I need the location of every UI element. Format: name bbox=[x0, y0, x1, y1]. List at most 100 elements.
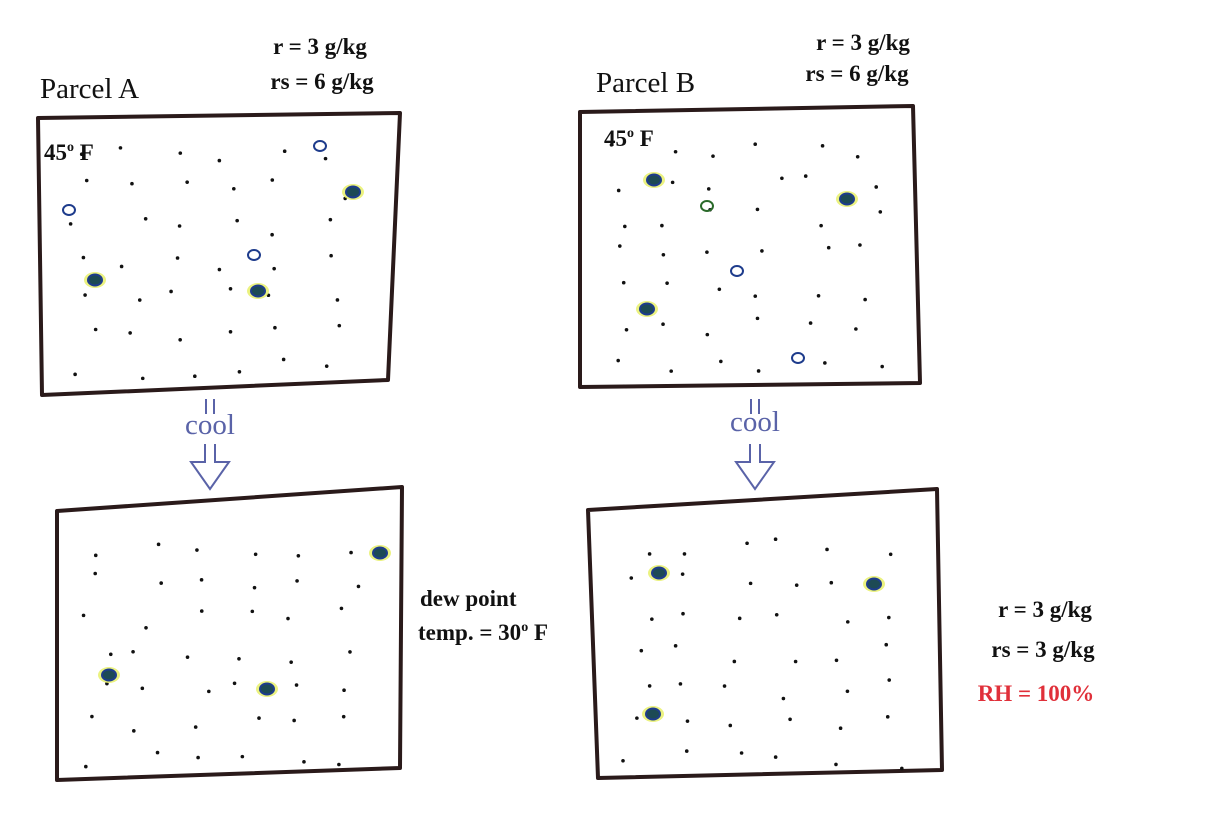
molecule-dot bbox=[337, 323, 342, 328]
molecule-dot bbox=[678, 682, 683, 686]
molecule-dot bbox=[670, 180, 675, 185]
molecule-dot bbox=[132, 729, 136, 733]
molecule-dot bbox=[650, 617, 654, 621]
molecule-dot bbox=[755, 316, 760, 321]
molecule-dot bbox=[773, 755, 778, 759]
molecule-dot bbox=[682, 552, 687, 556]
molecule-dot bbox=[93, 553, 98, 558]
temp-unit: F bbox=[634, 126, 654, 151]
molecule-dot bbox=[196, 755, 200, 760]
molecule-dot bbox=[794, 583, 799, 587]
molecule-dot bbox=[788, 717, 792, 722]
temp-degree: o bbox=[627, 126, 634, 141]
molecule-dot bbox=[681, 611, 685, 616]
molecule-dot bbox=[143, 216, 148, 221]
parcel-box bbox=[586, 487, 944, 780]
molecule-dot bbox=[706, 187, 711, 191]
molecule-dot bbox=[337, 762, 341, 767]
molecule-dot bbox=[140, 686, 145, 691]
droplet bbox=[345, 185, 361, 199]
molecule-dot bbox=[257, 716, 261, 720]
molecule-dot bbox=[665, 281, 669, 285]
molecule-dot bbox=[195, 548, 199, 552]
molecule-dot bbox=[83, 293, 87, 297]
mixing-ratio: r = 3 g/kg bbox=[273, 34, 367, 59]
vapor-molecule bbox=[730, 265, 744, 277]
molecule-dot bbox=[819, 223, 823, 228]
molecule-dot bbox=[705, 250, 709, 254]
cool-arrow bbox=[734, 444, 776, 491]
molecule-dot bbox=[177, 224, 182, 228]
molecule-dot bbox=[680, 572, 685, 576]
molecule-dot bbox=[660, 223, 664, 228]
vapor-molecule bbox=[313, 140, 327, 152]
molecule-dot bbox=[193, 725, 198, 729]
molecule-dot bbox=[885, 715, 890, 719]
molecule-dot bbox=[93, 571, 98, 576]
dew-point-value: temp. = 30o F bbox=[418, 620, 548, 645]
molecule-dot bbox=[144, 626, 148, 630]
molecule-dot bbox=[669, 369, 673, 373]
molecule-dot bbox=[240, 754, 245, 759]
parcel-box bbox=[36, 111, 402, 397]
molecule-dot bbox=[286, 616, 290, 621]
molecule-dot bbox=[820, 144, 825, 148]
droplet bbox=[250, 284, 266, 298]
molecule-dot bbox=[169, 289, 173, 294]
molecule-dot bbox=[339, 606, 344, 611]
droplet bbox=[645, 707, 661, 721]
molecule-dot bbox=[81, 613, 86, 618]
molecule-dot bbox=[808, 321, 813, 325]
molecule-dot bbox=[342, 688, 346, 692]
molecule-dot bbox=[175, 256, 180, 260]
molecule-dot bbox=[774, 613, 779, 617]
molecule-dot bbox=[647, 684, 652, 688]
molecule-dot bbox=[130, 181, 134, 186]
molecule-dot bbox=[159, 581, 163, 585]
vapor-molecule bbox=[791, 352, 805, 364]
droplet bbox=[646, 173, 662, 187]
molecule-dot bbox=[887, 678, 892, 682]
temperature: 45o F bbox=[44, 140, 94, 165]
molecule-dot bbox=[639, 648, 644, 653]
molecule-dot bbox=[773, 537, 778, 542]
droplet bbox=[87, 273, 103, 287]
molecule-dot bbox=[753, 294, 758, 298]
mixing-ratio: r = 3 g/kg bbox=[816, 30, 910, 55]
droplet bbox=[639, 302, 655, 316]
molecule-dot bbox=[635, 716, 639, 720]
molecule-dot bbox=[874, 185, 879, 189]
molecule-dot bbox=[289, 660, 293, 664]
molecule-dot bbox=[217, 267, 222, 272]
vapor-molecule bbox=[62, 204, 76, 216]
molecule-dot bbox=[178, 337, 182, 342]
dew-point-degree: o bbox=[521, 620, 528, 635]
molecule-dot bbox=[719, 359, 723, 364]
molecule-dot bbox=[705, 332, 710, 337]
molecule-dot bbox=[199, 609, 204, 613]
molecule-dot bbox=[185, 655, 190, 659]
molecule-dot bbox=[235, 218, 239, 223]
molecule-dot bbox=[732, 659, 737, 664]
molecule-dot bbox=[661, 322, 665, 326]
molecule-dot bbox=[185, 180, 189, 184]
mixing-ratio: r = 3 g/kg bbox=[998, 597, 1092, 622]
molecule-dot bbox=[780, 176, 784, 181]
molecule-dot bbox=[739, 751, 744, 755]
process-label: cool bbox=[185, 409, 235, 441]
molecule-dot bbox=[128, 331, 132, 335]
molecule-dot bbox=[618, 244, 622, 248]
molecule-dot bbox=[845, 689, 850, 694]
molecule-dot bbox=[673, 149, 678, 154]
temp-degree: o bbox=[67, 140, 74, 155]
temp-number: 45 bbox=[604, 126, 627, 151]
process-label: cool bbox=[730, 406, 780, 438]
droplet bbox=[101, 668, 117, 682]
molecule-dot bbox=[329, 253, 333, 258]
molecule-dot bbox=[281, 357, 286, 362]
parcel-label: Parcel A bbox=[40, 73, 139, 105]
molecule-dot bbox=[793, 659, 798, 664]
molecule-dot bbox=[79, 152, 84, 157]
molecule-dot bbox=[755, 207, 760, 212]
